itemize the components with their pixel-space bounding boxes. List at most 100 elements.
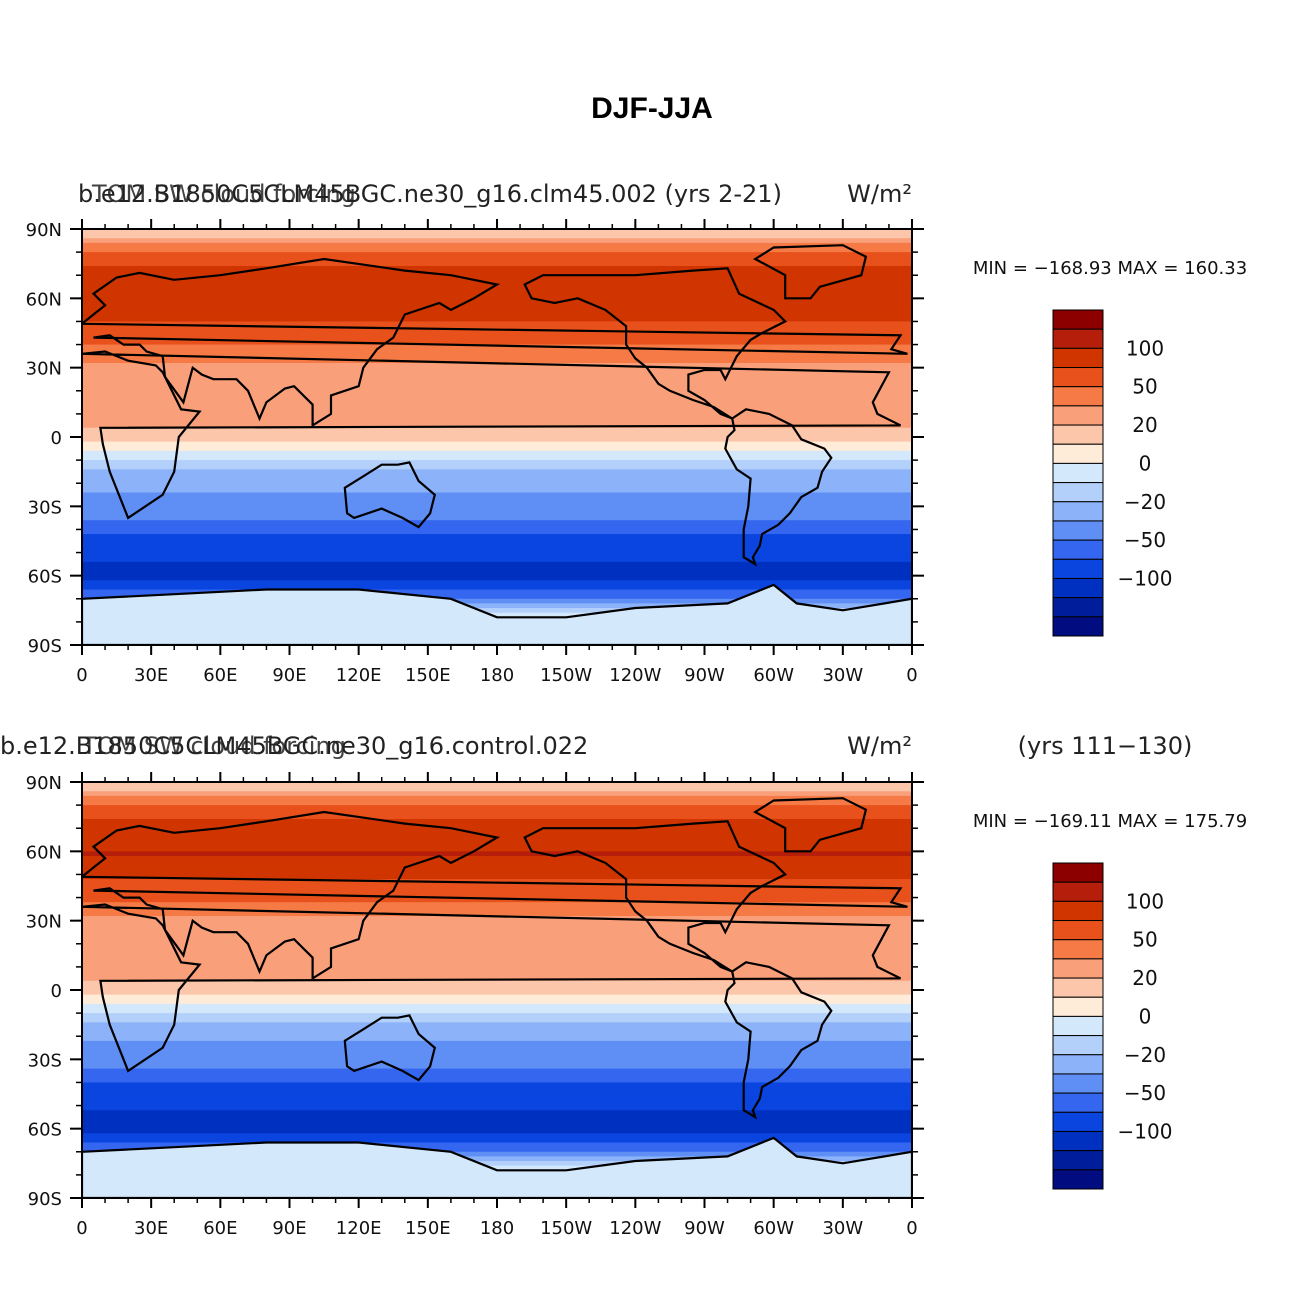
colorbar-box (1052, 405, 1104, 426)
field-band (82, 985, 912, 991)
colorbar-box (1052, 920, 1104, 941)
continent-greenland (753, 797, 868, 853)
colorbar-label: 100 (1126, 336, 1164, 360)
x-tick-label: 30E (134, 1218, 168, 1239)
field-band (82, 413, 912, 420)
continent-africa (82, 903, 901, 1073)
panel-1-case-title: b.e12.B1850C5CLM45BGC.ne30_g16.clm45.002… (78, 180, 782, 208)
field-band (82, 1050, 912, 1056)
colorbar-box (1052, 1111, 1104, 1132)
field-band (82, 307, 912, 313)
field-band (82, 805, 912, 811)
colorbar-box (1052, 309, 1104, 330)
x-tick-label: 120E (336, 665, 382, 686)
continent-africa (82, 350, 901, 520)
y-tick-label: 30S (28, 1050, 62, 1071)
field-band (82, 501, 912, 507)
colorbar-label: −50 (1124, 528, 1166, 552)
x-tick-label: 120W (609, 1218, 661, 1239)
field-band (82, 1161, 912, 1167)
colorbar-box (1052, 520, 1104, 541)
colorbar-box (1052, 462, 1104, 484)
panel-1-variable-title: TOM SW cloud forcing (91, 180, 356, 208)
continent-greenland (753, 244, 868, 300)
field-band (82, 381, 912, 387)
field-band (82, 948, 912, 954)
field-band (82, 557, 912, 563)
field-band (82, 980, 912, 986)
field-band (82, 252, 912, 258)
field-band (82, 1087, 912, 1093)
x-tick-label: 0 (906, 665, 917, 686)
field-band (82, 1045, 912, 1051)
continent-namerica (523, 267, 788, 420)
colorbar-box (1052, 424, 1104, 445)
field-band (82, 902, 912, 908)
x-tick-label: 0 (76, 1218, 87, 1239)
colorbar-label: −50 (1124, 1081, 1166, 1105)
field-band (82, 818, 912, 825)
field-band (82, 469, 912, 475)
colorbar-box (1052, 443, 1104, 464)
panel-1-axes: 0 30E 60E 90E 120E 150E 180 150W 120W 90W 60W 30W 09… (26, 219, 924, 686)
x-tick-label: 150W (540, 665, 592, 686)
field-band (82, 455, 912, 461)
field-band (82, 229, 912, 235)
field-band (82, 782, 912, 788)
x-tick-label: 90E (272, 1218, 306, 1239)
colorbar-label: 0 (1139, 451, 1152, 475)
field-band (82, 791, 912, 797)
colorbar-box (1052, 977, 1104, 998)
continent-samerica (724, 961, 833, 1120)
field-band (82, 874, 912, 880)
colorbar-box (1052, 347, 1104, 369)
y-tick-label: 30N (26, 912, 62, 933)
field-band (82, 575, 912, 581)
x-tick-label: 120E (336, 1218, 382, 1239)
colorbar-label: 20 (1132, 966, 1157, 990)
x-tick-label: 180 (480, 665, 514, 686)
x-tick-label: 30E (134, 665, 168, 686)
field-band (82, 506, 912, 512)
field-band (82, 860, 912, 866)
colorbar-box (1052, 1092, 1104, 1113)
field-band (82, 1040, 912, 1047)
field-band (82, 538, 912, 544)
panel-2-years: (yrs 111−130) (1018, 732, 1193, 760)
field-band (82, 418, 912, 424)
panel-2-field (82, 782, 912, 1198)
field-band (82, 1031, 912, 1037)
field-band (82, 497, 912, 503)
field-band (82, 460, 912, 466)
x-tick-label: 150E (405, 665, 451, 686)
colorbar-box (1052, 1015, 1104, 1037)
field-band (82, 953, 912, 959)
x-tick-label: 90W (684, 1218, 725, 1239)
x-tick-label: 180 (480, 1218, 514, 1239)
field-band (82, 1137, 912, 1144)
panel-1-units: W/m² (847, 180, 912, 208)
field-band (82, 603, 912, 609)
field-band (82, 929, 912, 936)
continent-antarctica (82, 1136, 912, 1198)
field-band (82, 238, 912, 244)
field-band (82, 520, 912, 526)
continent-namerica (523, 820, 788, 973)
field-band (82, 795, 912, 802)
field-band (82, 971, 912, 977)
field-band (82, 814, 912, 820)
colorbar-label: 50 (1132, 375, 1157, 399)
field-band (82, 566, 912, 572)
x-tick-label: 0 (76, 665, 87, 686)
colorbar-box (1052, 616, 1104, 637)
field-band (82, 293, 912, 299)
field-band (82, 400, 912, 406)
colorbar-box (1052, 597, 1104, 618)
y-tick-label: 30N (26, 359, 62, 380)
y-tick-label: 90S (28, 1189, 62, 1210)
x-tick-label: 0 (906, 1218, 917, 1239)
field-band (82, 464, 912, 470)
field-band (82, 1013, 912, 1019)
colorbar-box (1052, 501, 1104, 522)
